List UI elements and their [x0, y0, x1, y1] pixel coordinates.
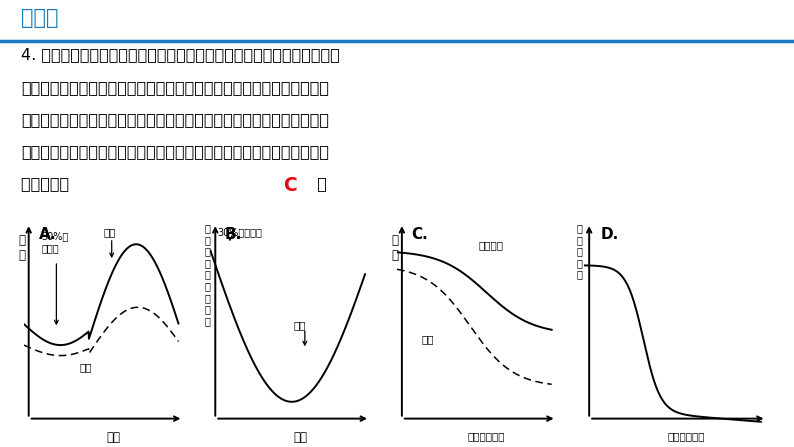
Text: C: C [283, 177, 297, 195]
Text: 蔗糖溶液浓度: 蔗糖溶液浓度 [468, 431, 505, 441]
Text: A.: A. [38, 228, 56, 242]
Text: 蔗糖溶液浓度: 蔗糖溶液浓度 [668, 431, 705, 441]
Text: B.: B. [225, 228, 242, 242]
Text: 质体是指植物细胞不包括细胞壁的部分。下列示意图中能够正确表示实验: 质体是指植物细胞不包括细胞壁的部分。下列示意图中能够正确表示实验 [21, 144, 330, 159]
Text: 选择题: 选择题 [21, 8, 59, 29]
Text: 原
生
质
体
细
胞
液
浓
度: 原 生 质 体 细 胞 液 浓 度 [204, 223, 210, 326]
Text: C.: C. [411, 228, 429, 242]
Text: D.: D. [600, 228, 619, 242]
Text: 清水: 清水 [294, 320, 306, 330]
Text: 4. 探究植物细胞吸水和失水实验是高中学生常做的实验。某同学用紫色洋: 4. 探究植物细胞吸水和失水实验是高中学生常做的实验。某同学用紫色洋 [21, 47, 340, 63]
Text: 原生质体: 原生质体 [478, 240, 503, 250]
Text: 30%蔗糖溶液: 30%蔗糖溶液 [217, 228, 262, 237]
Text: 体
积: 体 积 [392, 234, 399, 262]
Text: 表皮细胞原生质体和液泡的体积及细胞液浓度的变化。图中所提到的原生: 表皮细胞原生质体和液泡的体积及细胞液浓度的变化。图中所提到的原生 [21, 112, 330, 127]
Text: 30%蔗
糖溶液: 30%蔗 糖溶液 [42, 232, 69, 253]
Text: 体
积: 体 积 [19, 234, 25, 262]
Text: ）: ） [307, 177, 327, 191]
Text: 结果的是（: 结果的是（ [21, 177, 80, 191]
Text: 时间: 时间 [106, 431, 121, 444]
Text: 清水: 清水 [104, 228, 117, 237]
Text: 细
胞
液
浓
度: 细 胞 液 浓 度 [577, 223, 583, 280]
Text: 时间: 时间 [293, 431, 307, 444]
Text: 液泡: 液泡 [79, 363, 92, 372]
Text: 葱鳞片叶外表皮为材料进行实验，探究蔗糖溶液，清水处理外表皮后，外: 葱鳞片叶外表皮为材料进行实验，探究蔗糖溶液，清水处理外表皮后，外 [21, 80, 330, 95]
Text: 液泡: 液泡 [422, 334, 434, 345]
